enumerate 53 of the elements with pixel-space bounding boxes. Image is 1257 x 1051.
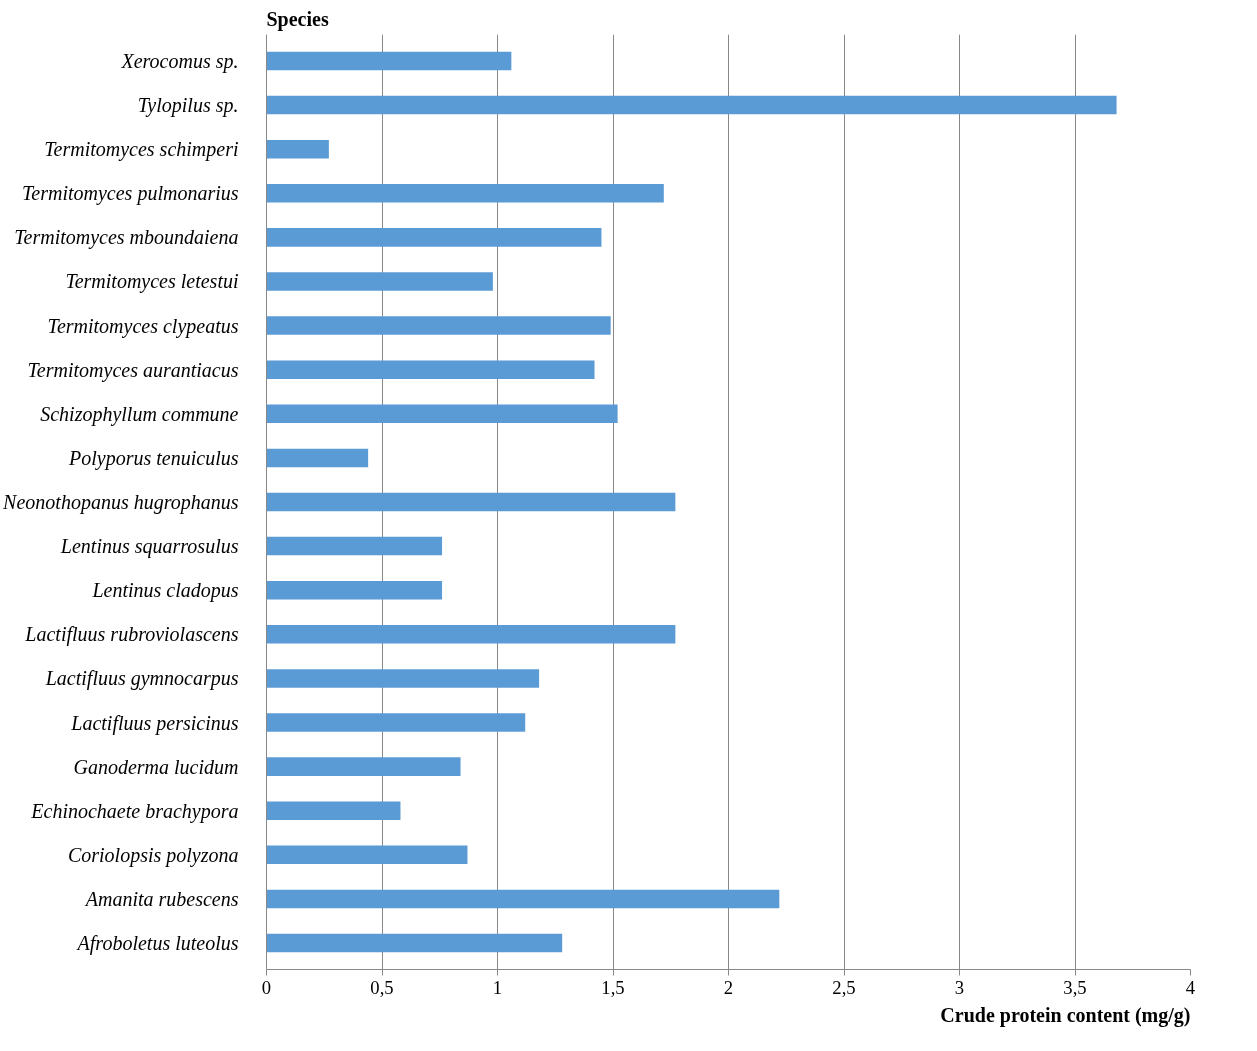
y-tick-label: Lactifluus gymnocarpus (44, 667, 239, 691)
y-tick-label: Lactifluus rubroviolascens (24, 623, 239, 647)
x-tick-label: 3,5 (1063, 976, 1087, 998)
y-tick-label: Coriolopsis polyzona (67, 843, 239, 867)
y-tick-label: Termitomyces mboundaiena (14, 226, 239, 250)
y-tick-label: Lactifluus persicinus (70, 711, 239, 735)
bar (266, 360, 595, 379)
y-tick-label: Neonothopanus hugrophanus (2, 491, 239, 514)
y-tick-label: Termitomyces letestui (65, 270, 239, 294)
bar (266, 95, 1117, 115)
y-tick-label: Afroboletus luteolus (75, 932, 239, 956)
bar (266, 404, 618, 424)
bar (266, 580, 443, 600)
y-tick-label: Lentinus cladopus (91, 579, 239, 603)
bar (266, 713, 526, 732)
bar (266, 933, 563, 953)
bar (266, 139, 329, 159)
bar (266, 316, 611, 335)
x-tick-label: 3 (954, 976, 965, 998)
y-tick-label: Termitomyces aurantiacus (27, 358, 239, 382)
bar (266, 536, 443, 556)
y-tick-label: Schizophyllum commune (40, 402, 239, 426)
bar (266, 448, 369, 468)
y-tick-label: Termitomyces clypeatus (47, 314, 239, 338)
y-tick-label: Termitomyces schimperi (44, 138, 239, 162)
bar (266, 625, 676, 644)
y-tick-label: Lentinus squarrosulus (59, 535, 239, 559)
x-tick-label: 2,5 (832, 976, 856, 998)
y-axis-title: Species (266, 7, 329, 31)
bar (266, 669, 540, 688)
x-axis-title: Crude protein content (mg/g) (940, 1003, 1191, 1027)
bar (266, 492, 676, 512)
bar (266, 272, 493, 291)
y-tick-label: Xerocomus sp. (120, 49, 239, 73)
bar (266, 184, 664, 203)
y-tick-label: Termitomyces pulmonarius (22, 182, 239, 206)
x-tick-label: 0 (261, 976, 272, 998)
bar (266, 801, 401, 820)
y-tick-label: Ganoderma lucidum (73, 755, 239, 778)
bar (266, 889, 780, 909)
x-tick-label: 2 (723, 976, 734, 998)
bar (266, 51, 512, 71)
y-tick-label: Echinochaete brachypora (30, 799, 239, 823)
y-tick-label: Tylopilus sp. (137, 94, 239, 118)
y-tick-label: Polyporus tenuiculus (68, 446, 239, 470)
x-tick-label: 4 (1185, 976, 1196, 998)
bar (266, 845, 468, 865)
x-tick-label: 0,5 (370, 976, 394, 998)
bar (266, 228, 602, 247)
x-tick-label: 1 (492, 976, 503, 998)
y-tick-label: Amanita rubescens (83, 887, 239, 910)
bar (266, 757, 461, 776)
x-tick-label: 1,5 (601, 976, 625, 998)
